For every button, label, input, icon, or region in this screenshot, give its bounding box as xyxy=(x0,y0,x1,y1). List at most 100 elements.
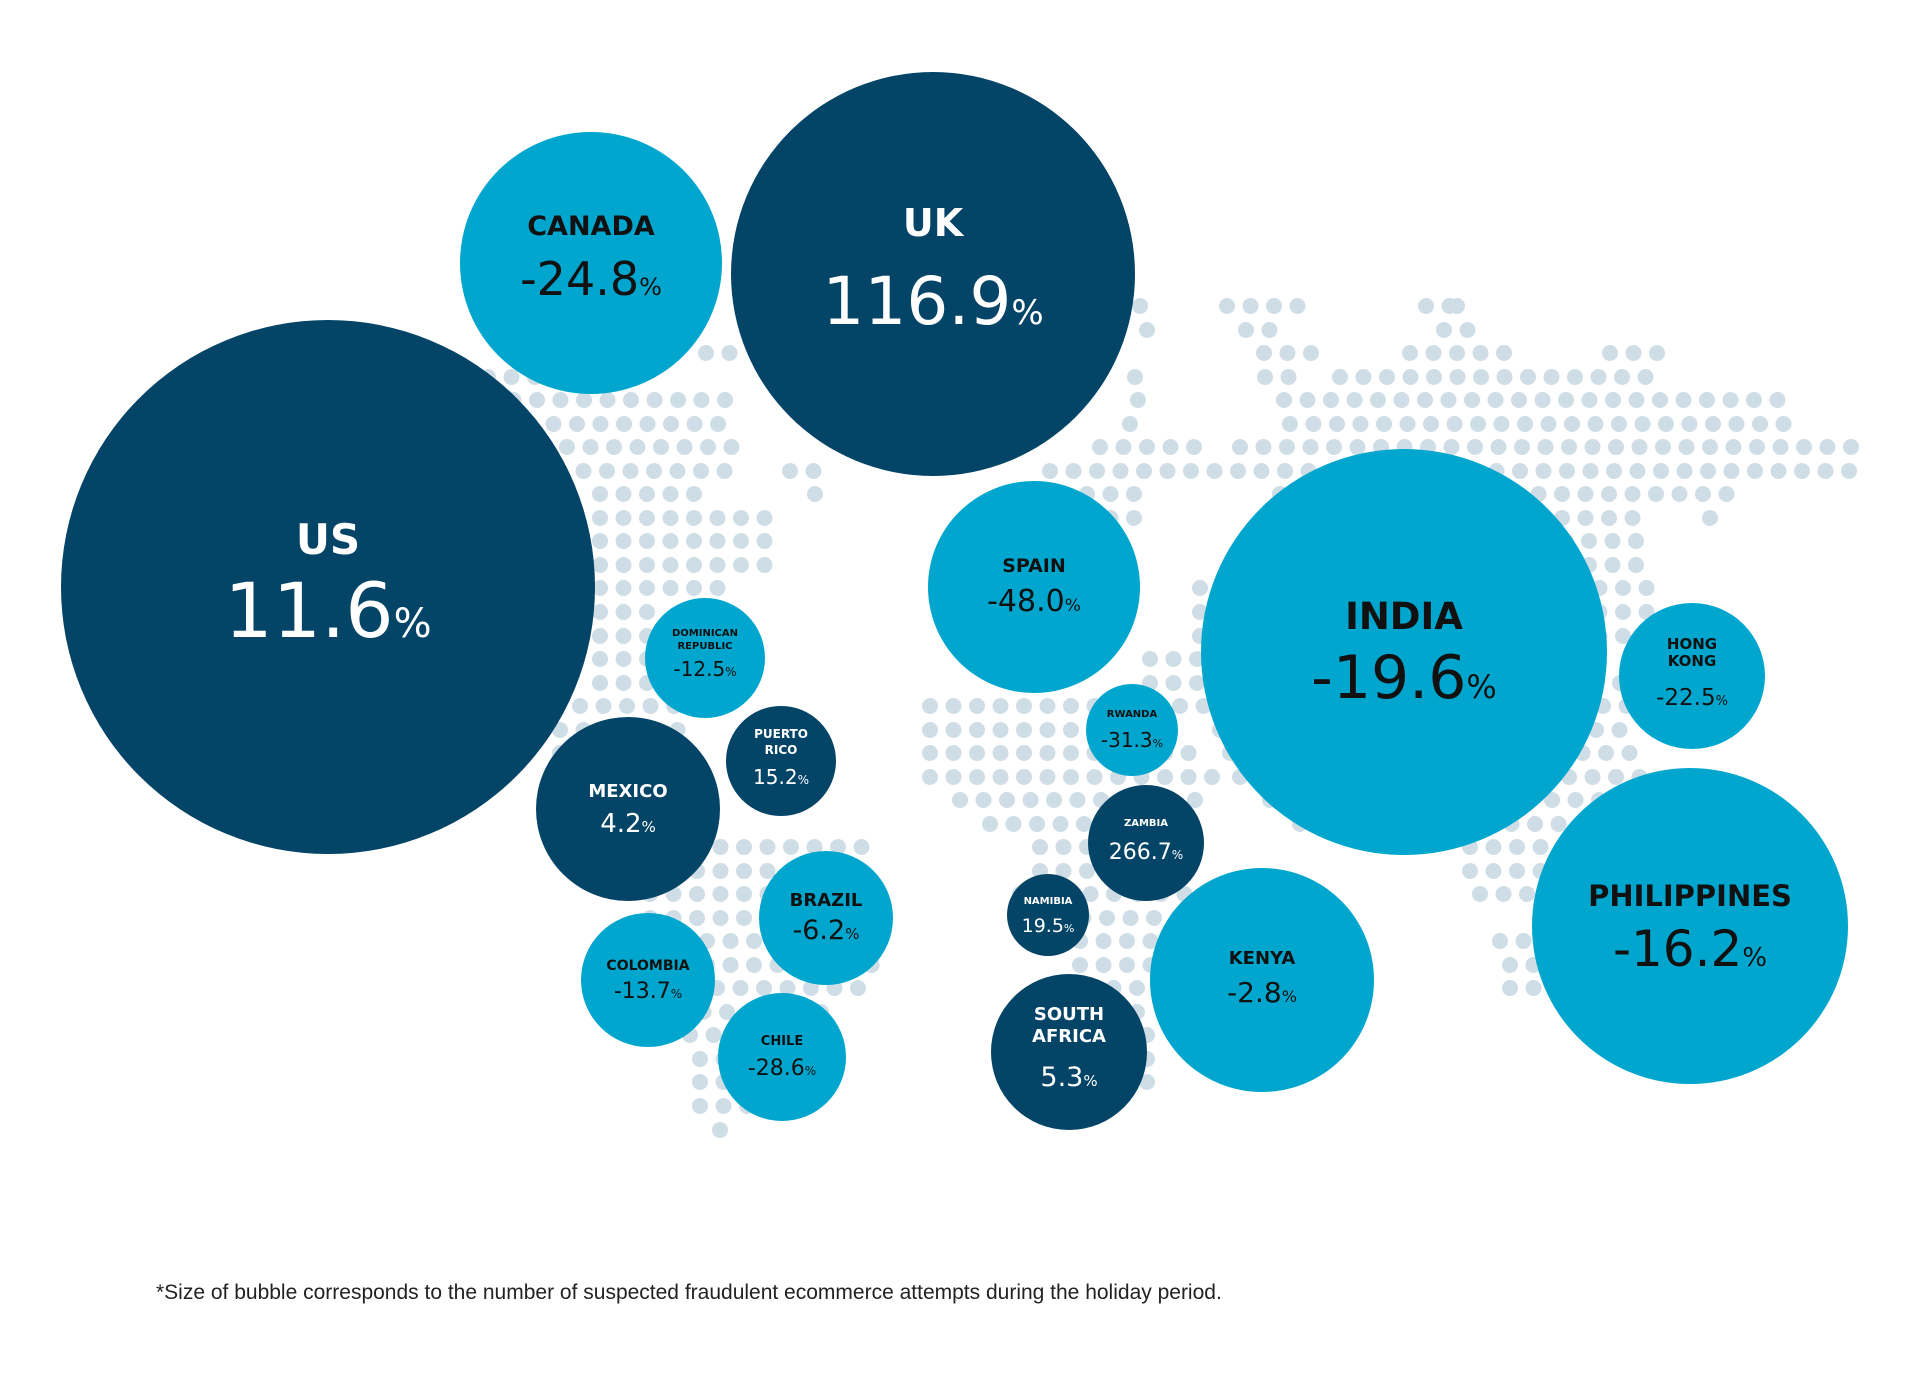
map-dot xyxy=(1326,439,1342,455)
map-dot xyxy=(1606,463,1622,479)
map-dot xyxy=(1558,392,1574,408)
map-dot xyxy=(646,392,663,408)
map-dot xyxy=(646,463,662,479)
map-dot xyxy=(1055,839,1072,855)
map-dot xyxy=(1418,298,1434,314)
map-dot xyxy=(1493,416,1510,432)
map-dot xyxy=(746,957,762,973)
map-dot xyxy=(576,392,592,408)
map-dot xyxy=(1485,863,1502,879)
map-dot xyxy=(715,1098,732,1114)
map-dot xyxy=(592,486,608,502)
map-dot xyxy=(1648,486,1664,502)
map-dot xyxy=(698,345,714,361)
map-dot xyxy=(1189,651,1205,667)
bubble-circle-zambia xyxy=(1088,785,1204,901)
bubble-canada: CANADA -24.8% xyxy=(460,132,722,394)
map-dot xyxy=(1072,957,1088,973)
map-dot xyxy=(1514,439,1530,455)
map-dot xyxy=(1624,510,1641,526)
map-dot xyxy=(1016,722,1032,738)
map-dot xyxy=(1653,463,1669,479)
map-dot xyxy=(1544,792,1560,808)
map-dot xyxy=(1624,486,1641,502)
map-dot xyxy=(723,439,740,455)
map-dot xyxy=(599,463,615,479)
map-dot xyxy=(1628,533,1644,549)
map-dot xyxy=(1423,416,1439,432)
map-dot xyxy=(1039,722,1056,738)
map-dot xyxy=(1255,439,1272,455)
map-dot xyxy=(779,980,796,996)
map-dot xyxy=(642,698,659,714)
map-dot xyxy=(1537,439,1554,455)
map-dot xyxy=(759,863,776,879)
map-dot xyxy=(1561,439,1577,455)
map-dot xyxy=(1277,463,1293,479)
map-dot xyxy=(1615,628,1631,644)
map-dot xyxy=(1449,298,1465,314)
map-dot xyxy=(1608,769,1624,785)
map-dot xyxy=(1584,769,1601,785)
bubble-chile: CHILE -28.6% xyxy=(718,993,846,1121)
map-dot xyxy=(1517,416,1533,432)
bubble-circle-spain xyxy=(928,481,1140,693)
country-label-brazil: BRAZIL xyxy=(790,890,863,911)
country-label-rwanda: RWANDA xyxy=(1107,709,1158,720)
map-dot xyxy=(686,510,702,526)
map-dot xyxy=(615,533,632,549)
map-dot xyxy=(615,675,632,691)
map-dot xyxy=(686,486,702,502)
map-dot xyxy=(1485,839,1502,855)
map-dot xyxy=(1253,463,1270,479)
map-dot xyxy=(662,533,679,549)
map-dot xyxy=(1515,933,1532,949)
map-dot xyxy=(1511,392,1527,408)
map-dot xyxy=(686,416,703,432)
value-label-spain: -48.0% xyxy=(987,584,1081,619)
map-dot xyxy=(653,439,669,455)
map-dot xyxy=(1496,369,1513,385)
bubble-rwanda: RWANDA -31.3% xyxy=(1086,684,1178,776)
map-dot xyxy=(1637,369,1654,385)
map-dot xyxy=(1417,392,1433,408)
map-dot xyxy=(1186,439,1202,455)
map-dot xyxy=(710,416,726,432)
map-dot xyxy=(1843,439,1859,455)
map-dot xyxy=(1063,722,1079,738)
map-dot xyxy=(1279,345,1296,361)
map-dot xyxy=(969,698,985,714)
map-dot xyxy=(669,463,686,479)
map-dot xyxy=(1775,416,1792,432)
map-dot xyxy=(1520,369,1536,385)
map-dot xyxy=(1473,369,1489,385)
map-dot xyxy=(1276,392,1292,408)
map-dot xyxy=(1495,886,1512,902)
map-dot xyxy=(692,1098,708,1114)
map-dot xyxy=(1464,392,1480,408)
map-dot xyxy=(1819,439,1836,455)
bubble-circle-india xyxy=(1201,449,1607,855)
map-dot xyxy=(1723,463,1740,479)
bubble-uk: UK 116.9% xyxy=(731,72,1135,476)
map-dot xyxy=(662,557,679,573)
map-dot xyxy=(1142,651,1158,667)
map-dot xyxy=(1076,816,1092,832)
map-dot xyxy=(1192,580,1208,596)
map-dot xyxy=(733,533,749,549)
map-dot xyxy=(592,510,608,526)
map-dot xyxy=(1230,463,1246,479)
map-dot xyxy=(1115,439,1132,455)
bubble-south-africa: SOUTH AFRICA 5.3% xyxy=(991,974,1147,1130)
value-label-mexico: 4.2% xyxy=(600,809,656,839)
map-dot xyxy=(982,816,998,832)
map-dot xyxy=(1102,486,1119,502)
map-dot xyxy=(1029,816,1045,832)
map-dot xyxy=(529,392,545,408)
map-dot xyxy=(1490,439,1507,455)
map-dot xyxy=(1584,439,1601,455)
map-dot xyxy=(1559,463,1575,479)
map-dot xyxy=(1257,369,1273,385)
map-dot xyxy=(1655,439,1671,455)
